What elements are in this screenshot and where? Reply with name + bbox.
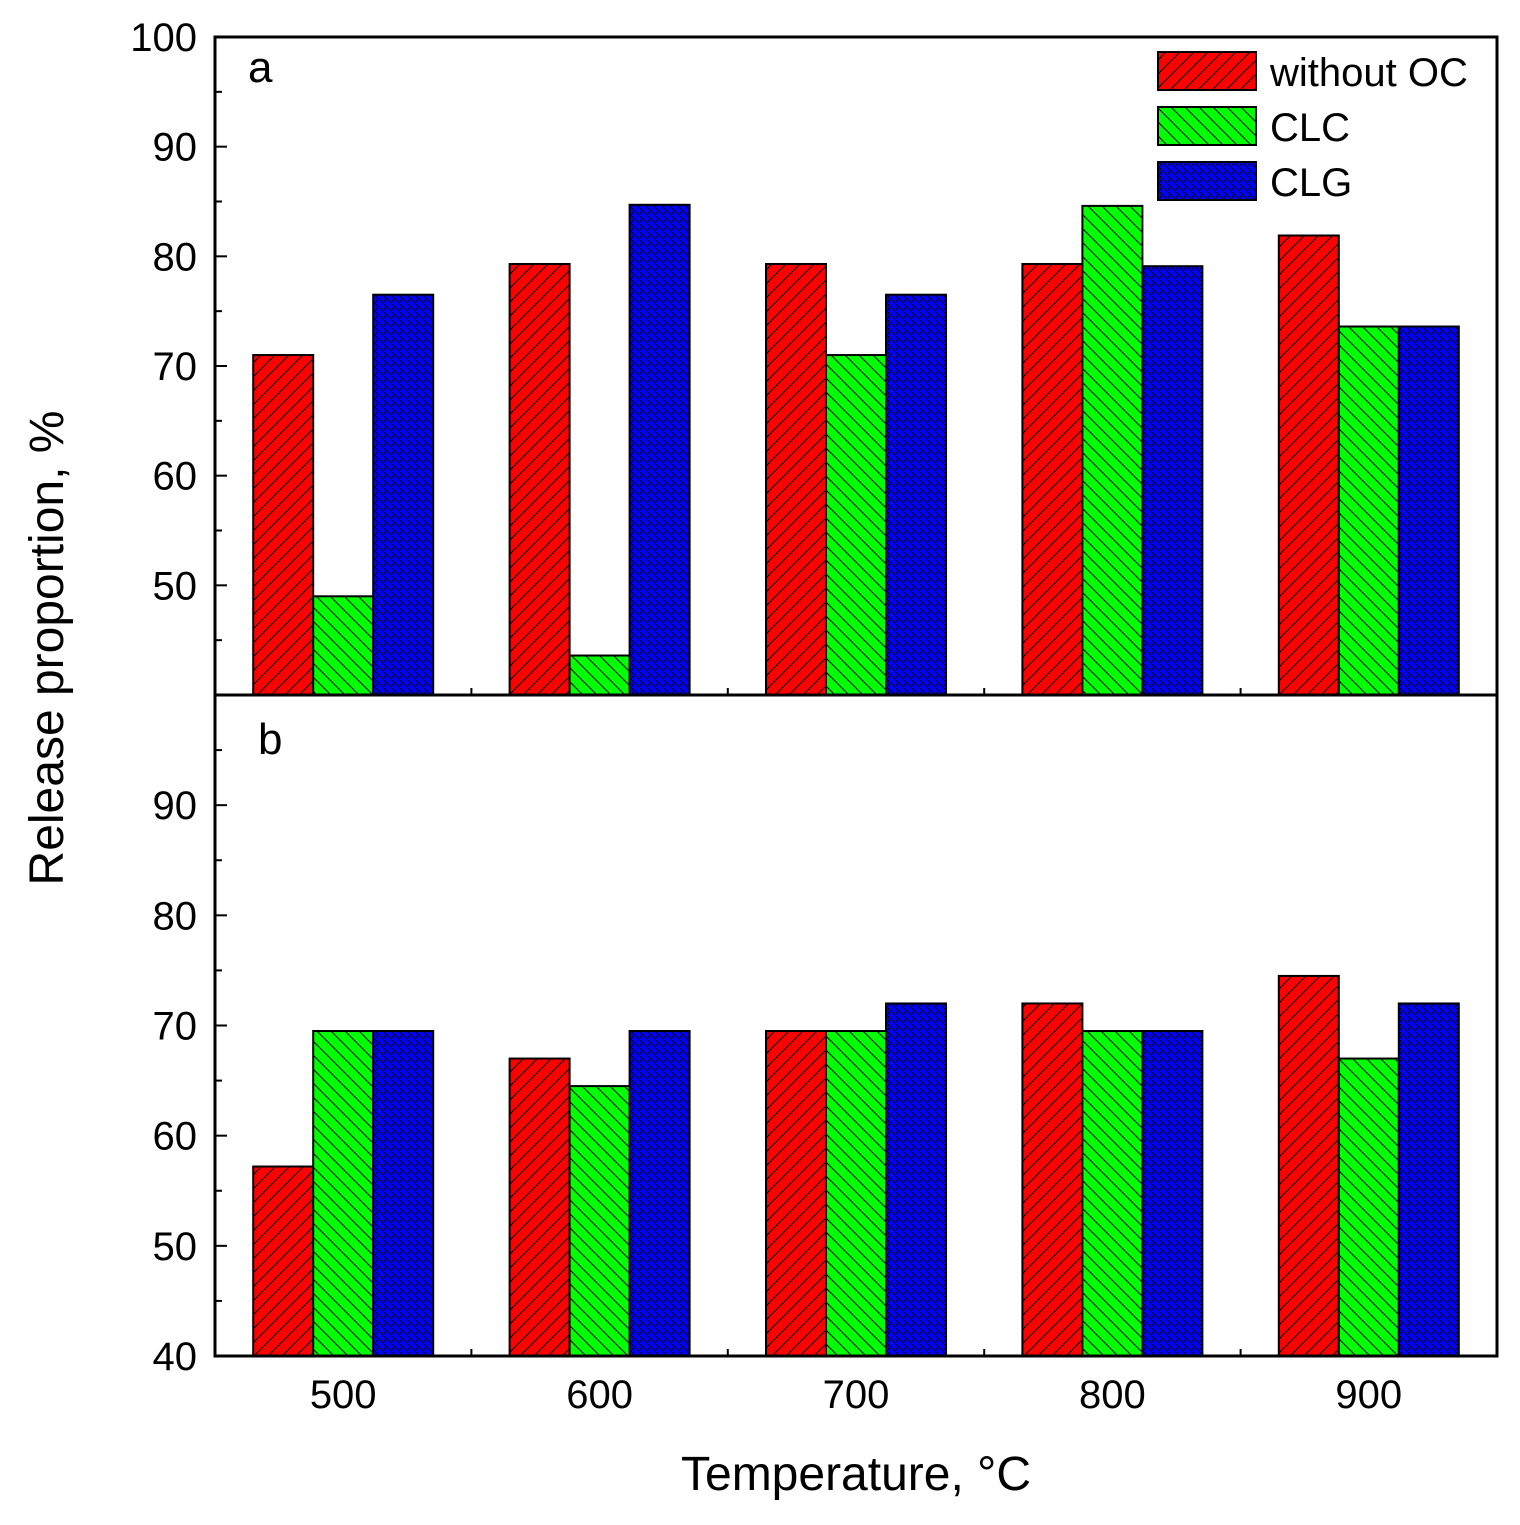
bar-hatch-a-clc-800 [1082,205,1143,696]
bar-hatch-a-clc-900 [1338,326,1399,695]
bar-hatch-b-without-oc-800 [1022,1003,1083,1356]
x-tick-label-700: 700 [823,1373,890,1417]
x-tick-label-800: 800 [1079,1373,1146,1417]
bar-hatch-b-clc-500 [313,1031,374,1356]
bar-hatch-b-without-oc-900 [1278,975,1339,1356]
bar-hatch-a-clc-500 [313,596,374,695]
bar-hatch-b-clc-700 [826,1031,886,1356]
legend-swatch-clg-hatch [1158,162,1256,200]
bar-hatch-b-without-oc-600 [509,1058,570,1356]
bar-hatch-a-clg-800 [1142,266,1203,695]
y-tick-label-a-60: 60 [153,455,198,499]
bar-hatch-b-without-oc-700 [766,1031,826,1356]
bar-hatch-b-without-oc-500 [253,1166,314,1356]
legend-label-without-oc: without OC [1269,51,1468,95]
bar-hatch-b-clg-500 [373,1031,434,1356]
bar-hatch-a-clg-600 [629,204,690,696]
y-tick-label-b-50: 50 [153,1225,198,1269]
bar-hatch-a-without-oc-800 [1022,264,1083,695]
bar-hatch-a-clg-500 [373,294,434,695]
bar-hatch-b-clg-900 [1398,1003,1459,1356]
y-axis-title: Release proportion, % [21,411,74,886]
bar-hatch-a-without-oc-500 [253,355,314,695]
bar-hatch-a-clc-600 [569,655,630,695]
bar-hatch-b-clc-900 [1338,1058,1399,1356]
panel-label-a: a [248,43,273,92]
bar-hatch-a-clc-700 [826,355,886,695]
legend-label-clg: CLG [1270,161,1352,205]
y-tick-label-b-80: 80 [153,894,198,938]
bar-hatch-a-without-oc-600 [509,264,570,695]
bar-hatch-a-without-oc-700 [766,264,826,695]
y-tick-label-b-70: 70 [153,1005,198,1049]
x-tick-label-600: 600 [566,1373,633,1417]
y-tick-label-a-90: 90 [153,126,198,170]
bar-hatch-b-clg-600 [629,1031,690,1356]
y-tick-label-b-60: 60 [153,1115,198,1159]
y-tick-label-a-50: 50 [153,564,198,608]
bar-hatch-a-without-oc-900 [1278,235,1339,695]
panel-label-b: b [258,715,282,764]
legend-label-clc: CLC [1270,106,1350,150]
bar-hatch-a-clg-900 [1398,326,1459,695]
y-tick-label-a-100: 100 [130,16,197,60]
x-tick-label-500: 500 [310,1373,377,1417]
y-tick-label-b-40: 40 [153,1335,198,1379]
y-tick-label-b-90: 90 [153,784,198,828]
bar-hatch-b-clg-700 [886,1003,946,1356]
bar-hatch-b-clg-800 [1142,1031,1203,1356]
panel-a: 100 90 80 70 60 50 [130,16,1499,697]
panel-b: 90 80 70 60 50 40 500 600 700 800 900 [153,693,1499,1417]
legend-swatch-without-oc-hatch [1158,52,1256,90]
bar-hatch-a-clg-700 [886,294,946,695]
legend: without OC CLC CLG [1157,51,1468,205]
x-tick-label-900: 900 [1335,1373,1402,1417]
x-axis-title: Temperature, °C [681,1448,1031,1501]
bar-hatch-b-clc-600 [569,1086,630,1356]
legend-swatch-clc-hatch [1158,107,1256,145]
bar-hatch-b-clc-800 [1082,1031,1143,1356]
y-tick-label-a-80: 80 [153,235,198,279]
y-tick-label-a-70: 70 [153,345,198,389]
